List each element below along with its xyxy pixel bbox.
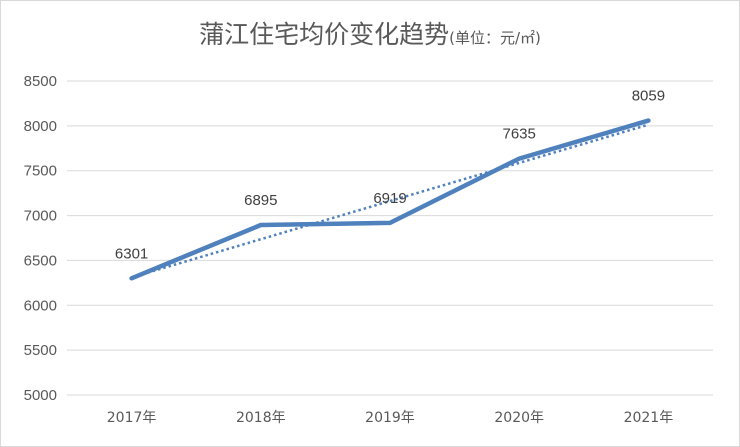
y-tick-label: 6000 [24,297,57,314]
trendline [131,123,649,279]
series-line [129,118,651,281]
data-label: 6895 [244,192,277,209]
data-label: 6301 [115,245,148,262]
trendline-path [131,123,649,279]
chart-title: 蒲江住宅均价变化趋势(单位：元/㎡) [1,15,739,51]
chart-title-main: 蒲江住宅均价变化趋势 [199,20,450,49]
data-label: 7635 [503,126,536,143]
x-tick-label: 2021年 [624,410,674,426]
y-tick-label: 8500 [24,73,57,90]
x-tick-label: 2020年 [494,410,544,426]
x-tick-label: 2018年 [236,410,286,426]
data-label: 8059 [632,88,665,105]
gridlines [67,80,713,396]
y-axis-tick-labels: 5000 5500 6000 6500 7000 7500 8000 8500 [24,73,57,404]
y-tick-label: 5000 [24,387,57,404]
x-tick-label: 2017年 [107,410,157,426]
chart-title-unit: (单位：元/㎡) [449,29,541,47]
y-tick-label: 6500 [24,252,57,269]
x-axis-tick-labels: 2017年 2018年 2019年 2020年 2021年 [107,410,673,426]
y-tick-label: 5500 [24,342,57,359]
x-tick-label: 2019年 [365,410,415,426]
data-labels: 6301 6895 6919 7635 8059 [115,88,665,263]
y-tick-label: 8000 [24,118,57,135]
series [129,118,651,281]
y-tick-label: 7000 [24,208,57,225]
data-label: 6919 [373,190,406,207]
y-tick-label: 7500 [24,163,57,180]
